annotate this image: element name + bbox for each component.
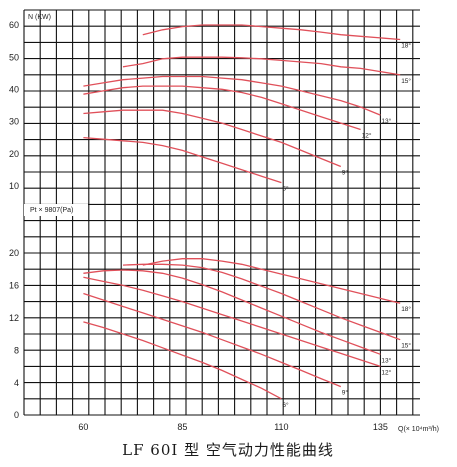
curves bbox=[83, 24, 401, 400]
chart-caption: LF 60I 型 空气动力性能曲线 bbox=[122, 441, 334, 459]
power-curve bbox=[83, 136, 282, 184]
pressure-curve bbox=[83, 292, 342, 388]
pressure-tick-label: 8 bbox=[14, 345, 19, 355]
pressure-curve-label: 9° bbox=[342, 389, 349, 397]
pressure-tick-label: 16 bbox=[9, 281, 19, 291]
power-curve bbox=[122, 56, 401, 76]
pressure-tick-label: 12 bbox=[9, 313, 19, 323]
pressure-curve-label: 6° bbox=[282, 401, 289, 409]
power-curve-label: 15° bbox=[401, 77, 411, 85]
flow-tick-label: 60 bbox=[78, 422, 88, 432]
tick-labels: 10 20 30 40 50 60 0 4 8 12 16 20 60 85 110 135 bbox=[9, 20, 388, 432]
curve-labels: 18° 15° 13° 12° 9° 6° 18° 15° 13° 12° 9° 6° bbox=[282, 42, 411, 409]
power-tick-label: 10 bbox=[9, 181, 19, 191]
power-curve bbox=[83, 85, 361, 131]
pressure-curve-label: 15° bbox=[401, 342, 411, 350]
power-tick-label: 50 bbox=[9, 52, 19, 62]
power-tick-label: 20 bbox=[9, 149, 19, 159]
pressure-curve-label: 13° bbox=[381, 356, 391, 364]
grid bbox=[23, 9, 420, 416]
power-curve bbox=[83, 75, 381, 116]
power-tick-label: 40 bbox=[9, 85, 19, 95]
ylabel-background bbox=[24, 204, 88, 216]
pressure-tick-label: 20 bbox=[9, 248, 19, 258]
flow-tick-label: 110 bbox=[274, 422, 288, 432]
pressure-curve-label: 18° bbox=[401, 305, 411, 313]
power-curve-label: 9° bbox=[342, 169, 349, 177]
power-tick-label: 30 bbox=[9, 117, 19, 127]
power-curve bbox=[142, 24, 401, 41]
pressure-curve bbox=[83, 321, 282, 400]
pressure-curve bbox=[83, 269, 381, 355]
pressure-curve bbox=[83, 276, 381, 368]
pressure-curve-label: 12° bbox=[381, 368, 391, 376]
pressure-axis-label: Pt × 9807(Pa) bbox=[30, 207, 73, 214]
power-curve-label: 18° bbox=[401, 42, 411, 50]
flow-tick-label: 135 bbox=[373, 422, 388, 432]
power-axis-label: N (KW) bbox=[28, 14, 51, 21]
power-curve-label: 12° bbox=[362, 132, 372, 140]
power-curve-label: 6° bbox=[282, 185, 289, 193]
pressure-tick-label: 0 bbox=[14, 410, 19, 420]
pressure-curve bbox=[122, 263, 401, 341]
flow-axis-label: Q(× 10⁴m³/h) bbox=[398, 426, 439, 433]
power-curve bbox=[83, 109, 342, 168]
pressure-curve bbox=[142, 258, 401, 304]
flow-tick-label: 85 bbox=[177, 422, 187, 432]
power-curve-label: 13° bbox=[381, 117, 391, 125]
power-tick-label: 60 bbox=[9, 20, 19, 30]
pressure-tick-label: 4 bbox=[14, 378, 19, 388]
